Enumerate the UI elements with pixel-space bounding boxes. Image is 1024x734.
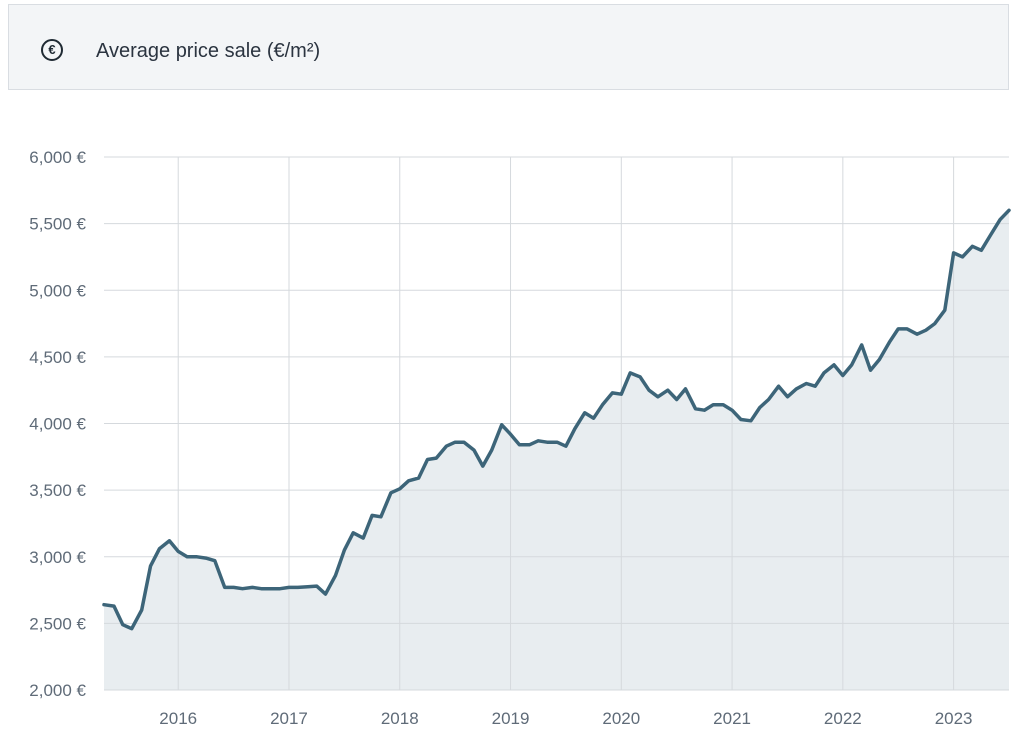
y-tick-label: 4,500 € [29,348,86,367]
euro-circle-icon: € [41,39,63,61]
y-tick-label: 6,000 € [29,148,86,167]
y-tick-label: 5,000 € [29,281,86,300]
y-tick-label: 3,000 € [29,548,86,567]
x-tick-label: 2021 [713,709,751,728]
area-fill [104,210,1009,691]
y-tick-label: 5,500 € [29,215,86,234]
y-tick-label: 4,000 € [29,415,86,434]
x-tick-label: 2016 [159,709,197,728]
x-tick-label: 2019 [492,709,530,728]
chart-title: Average price sale (€/m²) [96,40,321,62]
chart-header: € Average price sale (€/m²) [8,4,1009,90]
y-tick-label: 2,500 € [29,614,86,633]
x-tick-label: 2018 [381,709,419,728]
y-tick-label: 2,000 € [29,681,86,700]
x-tick-label: 2023 [935,709,973,728]
x-tick-label: 2022 [824,709,862,728]
y-tick-label: 3,500 € [29,481,86,500]
x-tick-label: 2020 [602,709,640,728]
x-tick-label: 2017 [270,709,308,728]
series-line [102,208,1011,631]
